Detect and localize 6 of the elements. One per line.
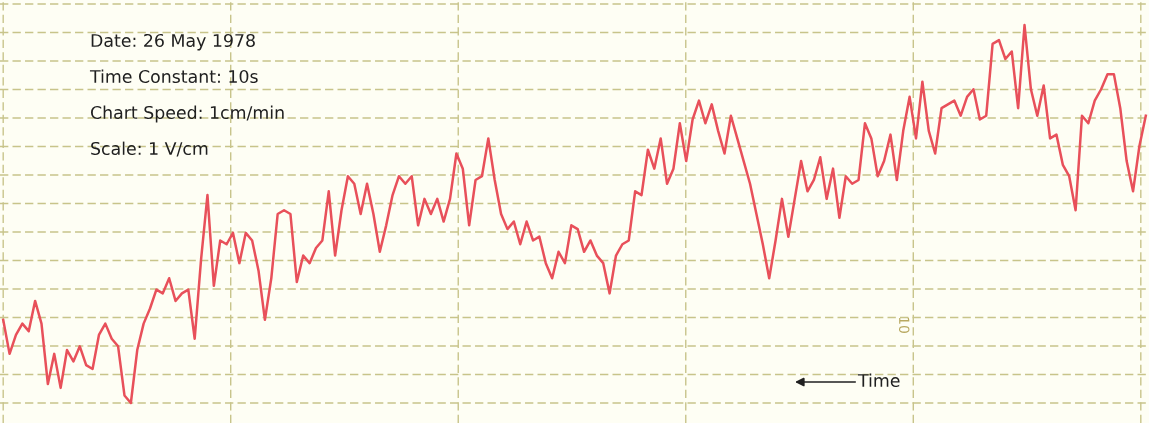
annotation: Time Constant: 10s [89, 69, 258, 84]
annotation: Scale: 1 V/cm [91, 141, 208, 157]
annotation: 10 [898, 317, 910, 333]
annotation: Date: 26 May 1978 [91, 33, 255, 51]
annotation: Time [857, 373, 900, 388]
annotation: Chart Speed: 1cm/min [90, 105, 284, 123]
